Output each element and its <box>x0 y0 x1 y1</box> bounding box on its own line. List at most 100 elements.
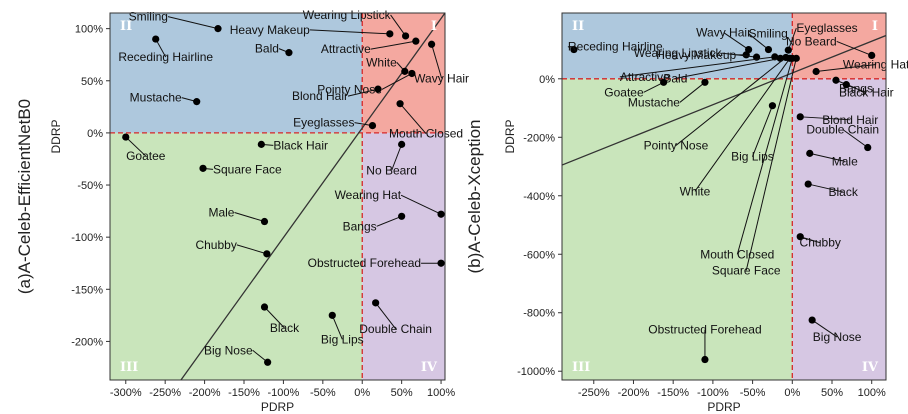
leader-line-goatee <box>125 136 147 157</box>
point-label-blond-hair: Blond Hair <box>292 89 348 103</box>
y-tick-label: -200% <box>71 336 103 348</box>
x-tick-label: -100% <box>697 387 729 399</box>
point-label-smiling: Smiling <box>748 27 787 41</box>
quadrant-IV-bg <box>792 78 886 380</box>
quadrant-label-II: II <box>120 19 132 34</box>
point-label-receding-hairline: Receding Hairline <box>118 50 213 64</box>
leader-line-wearing-lipstick <box>721 52 757 58</box>
fit-line <box>180 13 445 380</box>
leader-line-bangs <box>376 215 402 227</box>
point-white <box>401 67 409 75</box>
leader-line-black <box>808 183 844 193</box>
point-label-blond-hair: Blond Hair <box>822 113 878 127</box>
point-smiling <box>214 25 222 33</box>
point-double-chain <box>864 143 872 152</box>
point-black <box>260 303 269 311</box>
point-label-black-hair: Black Hair <box>273 138 328 152</box>
leader-line-big-nose <box>811 319 838 338</box>
leader-line-white <box>694 58 791 192</box>
point-blond-hair <box>796 113 804 121</box>
point-label-goatee: Goatee <box>126 149 166 163</box>
leader-line-male <box>809 152 845 162</box>
point-wearing-lipstick <box>401 32 410 40</box>
y-tick-label: -50% <box>77 180 103 192</box>
x-tick-label: -200% <box>189 387 221 399</box>
point-label-pointy-nose: Pointy Nose <box>317 82 382 96</box>
x-axis-label: PDRP <box>707 400 740 414</box>
y-tick-label: -1000% <box>517 366 555 378</box>
leader-line-pointy-nose <box>381 73 413 90</box>
point-eyeglasses <box>368 122 377 130</box>
leader-line-pointy-nose <box>675 57 787 146</box>
point-label-big-nose: Big Nose <box>813 330 862 344</box>
point-heavy-makeup <box>742 51 750 59</box>
leader-line-wavy-hair <box>431 44 443 79</box>
point-mustache <box>701 78 709 86</box>
leader-line-wearing-hat <box>400 194 442 215</box>
x-tick-label: -300% <box>110 387 142 399</box>
leader-line-attractive <box>370 40 416 50</box>
quadrant-backgrounds <box>562 13 886 380</box>
x-tick-label: 50% <box>391 387 413 399</box>
y-tick-label: -200% <box>523 132 555 144</box>
point-bald <box>285 49 293 57</box>
y-axis-label: DDRP <box>503 119 517 153</box>
point-label-bald: Bald <box>255 42 279 56</box>
leader-line-double-chain <box>375 302 397 330</box>
leader-line-male <box>234 212 265 223</box>
point-label-big-lips: Big Lips <box>731 150 774 164</box>
quadrant-label-III: III <box>120 360 138 375</box>
point-male <box>806 149 814 157</box>
point-label-eyeglasses: Eyeglasses <box>293 116 354 130</box>
leader-line-goatee <box>643 81 664 93</box>
point-square-face <box>792 54 800 62</box>
point-smiling <box>764 45 773 54</box>
y-tick-label: -150% <box>71 284 103 296</box>
leader-line-square-face <box>745 58 797 271</box>
leader-line-no-beard <box>391 144 403 171</box>
point-wearing-hat <box>812 67 820 76</box>
point-label-eyeglasses: Eyeglasses <box>796 21 857 35</box>
point-label-square-face: Square Face <box>712 263 781 277</box>
point-label-wavy-hair: Wavy Hair <box>696 26 751 40</box>
quadrant-label-III: III <box>572 360 590 375</box>
point-label-smiling: Smiling <box>129 10 168 24</box>
x-axis-label: PDRP <box>261 400 294 414</box>
point-label-white: White <box>366 55 397 69</box>
point-label-chubby: Chubby <box>195 238 236 252</box>
point-goatee <box>660 78 668 86</box>
point-label-mustache: Mustache <box>628 95 680 109</box>
plot-frame <box>109 12 446 381</box>
point-big-nose <box>808 316 816 324</box>
point-label-male: Male <box>832 154 858 168</box>
leader-line-mouth-closed <box>736 58 793 255</box>
x-tick-label: -250% <box>149 387 181 399</box>
leader-line-chubby <box>236 244 268 255</box>
x-tick-label: -200% <box>618 387 650 399</box>
quadrant-label-IV: IV <box>421 360 438 375</box>
x-tick-label: -50% <box>740 387 766 399</box>
point-label-obstructed-forehead: Obstructed Forehead <box>648 323 761 337</box>
x-tick-label: -50% <box>310 387 336 399</box>
point-goatee <box>122 133 130 141</box>
quadrant-IV-bg <box>362 132 445 380</box>
leader-line-no-beard <box>836 40 872 56</box>
point-label-double-chain: Double Chain <box>806 123 879 137</box>
x-tick-label: 0% <box>354 387 370 399</box>
point-label-bangs: Bangs <box>343 219 377 233</box>
point-big-lips <box>328 311 336 319</box>
point-label-mouth-closed: Mouth Closed <box>700 247 774 261</box>
point-label-heavy-makeup: Heavy Makeup <box>656 48 736 62</box>
x-tick-label: 50% <box>821 387 843 399</box>
y-tick-label: 0% <box>87 128 103 140</box>
leader-line-heavy-makeup <box>309 29 390 35</box>
y-tick-label: 0% <box>539 74 555 86</box>
quadrant-III-bg <box>110 132 363 380</box>
point-square-face <box>199 164 207 172</box>
point-label-chubby: Chubby <box>800 236 841 250</box>
point-label-white: White <box>680 184 711 198</box>
leader-line-double-chain <box>842 129 869 148</box>
plot-frame <box>561 12 887 381</box>
leader-line-wavy-hair <box>723 32 749 50</box>
point-label-male: Male <box>208 206 234 220</box>
